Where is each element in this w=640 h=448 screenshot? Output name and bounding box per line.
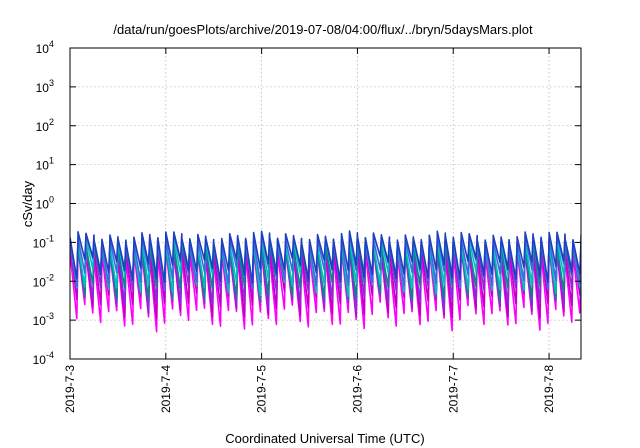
x-tick-label: 2019-7-4 xyxy=(159,365,173,413)
y-tick-label: 101 xyxy=(36,156,54,173)
y-tick-label: 104 xyxy=(36,39,54,56)
x-axis: 2019-7-3 2019-7-4 2019-7-5 2019-7-6 2019-7-7… xyxy=(63,48,556,413)
x-tick-label: 2019-7-3 xyxy=(63,365,77,413)
x-tick-label: 2019-7-8 xyxy=(542,365,556,413)
y-axis: 10-4 10-3 10-2 10-1 100 101 102 103 104 xyxy=(33,39,581,367)
grid-lines xyxy=(70,47,581,360)
y-tick-label: 100 xyxy=(36,195,54,212)
x-axis-label: Coordinated Universal Time (UTC) xyxy=(225,431,424,446)
data-series xyxy=(70,230,581,333)
y-tick-label: 10-4 xyxy=(33,350,54,367)
x-tick-label: 2019-7-5 xyxy=(255,365,269,413)
series-line-7 xyxy=(70,230,581,285)
chart-title: /data/run/goesPlots/archive/2019-07-08/0… xyxy=(113,22,533,37)
y-axis-label: cSv/day xyxy=(20,180,35,227)
y-tick-label: 10-3 xyxy=(33,311,54,328)
y-tick-label: 103 xyxy=(36,78,54,95)
y-tick-label: 10-2 xyxy=(33,272,54,289)
y-tick-label: 102 xyxy=(36,117,54,134)
x-tick-label: 2019-7-6 xyxy=(350,365,364,413)
x-tick-label: 2019-7-7 xyxy=(446,365,460,413)
y-tick-label: 10-1 xyxy=(33,233,54,250)
